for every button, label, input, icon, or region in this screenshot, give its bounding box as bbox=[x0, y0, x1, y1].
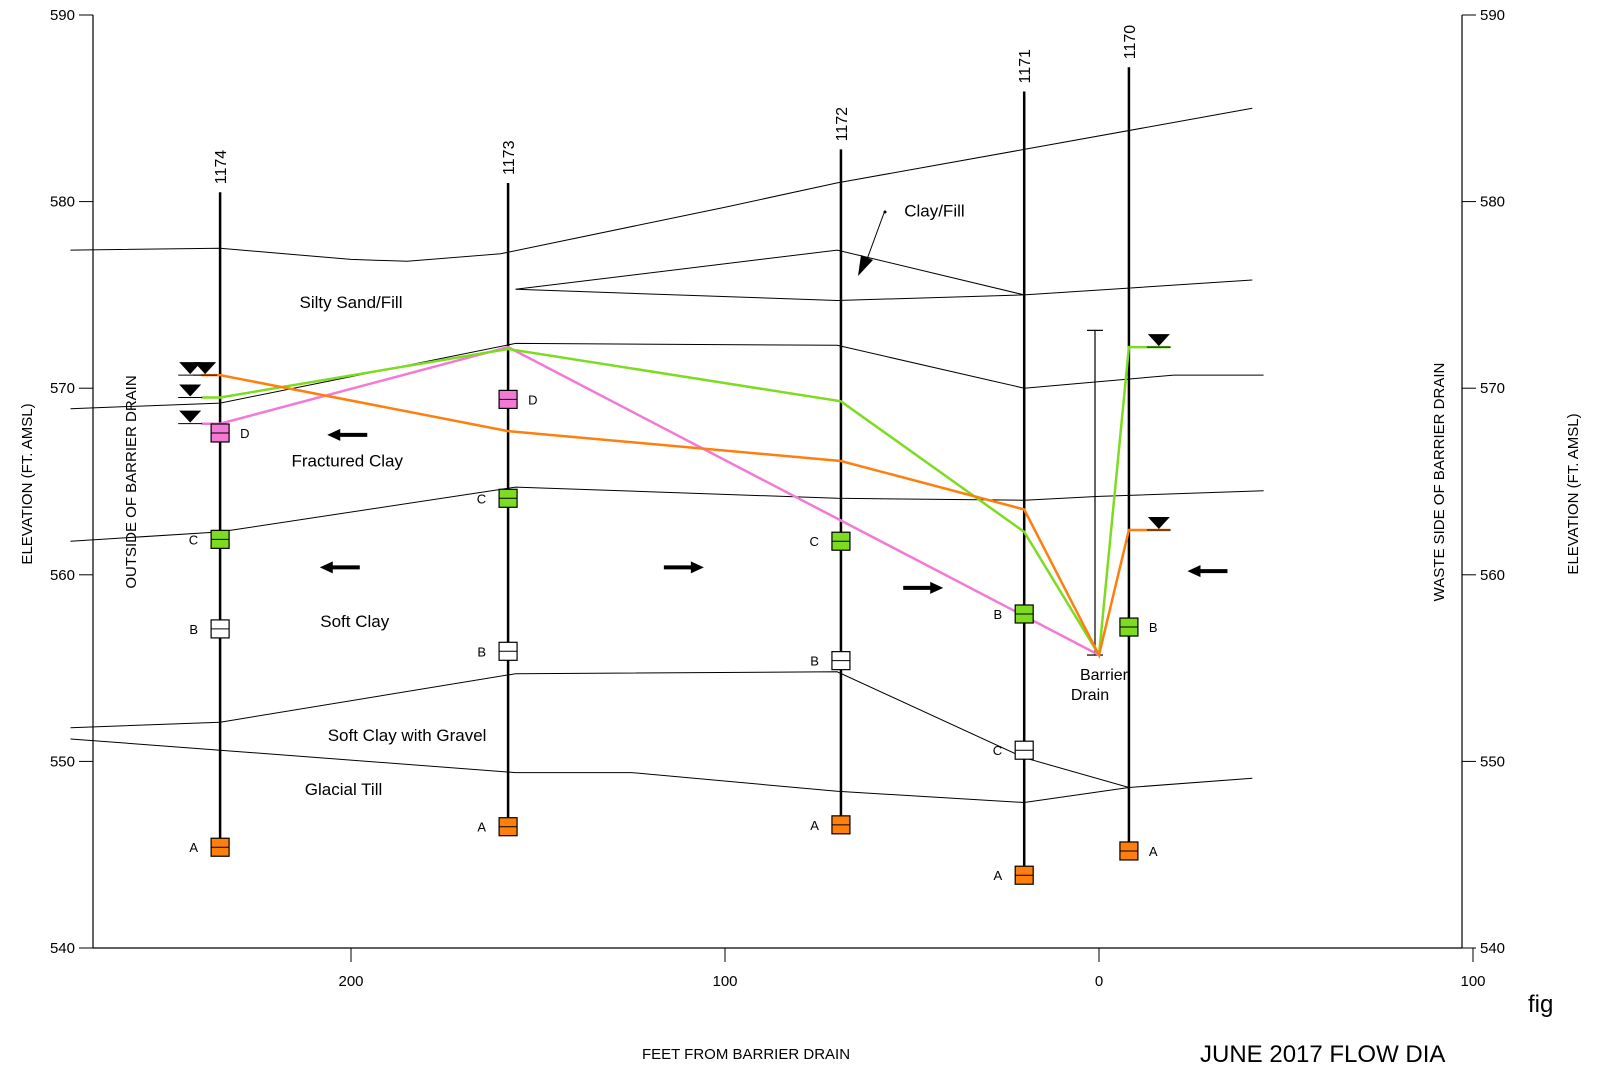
screen-label-1174-D: D bbox=[240, 426, 249, 441]
water-level-line-1 bbox=[201, 345, 1171, 659]
water-level-triangle-4 bbox=[1147, 334, 1170, 347]
water-level-line-0 bbox=[201, 345, 1100, 657]
y-tick-label-left: 580 bbox=[50, 194, 75, 211]
y-axis-title-right: ELEVATION (FT. AMSL) bbox=[1565, 413, 1582, 574]
flow-arrow-head-2 bbox=[690, 561, 704, 574]
figure-title: JUNE 2017 FLOW DIA bbox=[1200, 1041, 1445, 1065]
layer-label: Clay/Fill bbox=[904, 202, 964, 221]
layer-label: Soft Clay bbox=[320, 612, 389, 631]
well-id-label-1172: 1172 bbox=[834, 107, 851, 142]
water-level-triangle-2 bbox=[194, 362, 217, 375]
screen-label-1173-C: C bbox=[477, 491, 486, 506]
well-id-label-1171: 1171 bbox=[1017, 49, 1034, 84]
barrier-drain-label-line1: Barrier bbox=[1080, 667, 1129, 684]
x-tick-label: 0 bbox=[1095, 973, 1103, 990]
y-tick-label-left: 560 bbox=[50, 567, 75, 584]
screen-label-1174-A: A bbox=[189, 840, 198, 855]
y-tick-label-right: 570 bbox=[1480, 380, 1505, 397]
layer-boundary-gravel-bottom bbox=[70, 738, 1129, 804]
waste-side-label: WASTE SIDE OF BARRIER DRAIN bbox=[1431, 363, 1448, 602]
screen-label-1173-A: A bbox=[477, 820, 486, 835]
clay-fill-leader bbox=[865, 212, 885, 263]
layer-label: Fractured Clay bbox=[292, 452, 404, 471]
water-level-triangle-5 bbox=[1147, 517, 1170, 530]
plot-axes bbox=[92, 15, 1463, 949]
x-axis-title: FEET FROM BARRIER DRAIN bbox=[642, 1046, 850, 1063]
water-level-triangle-3 bbox=[179, 410, 202, 423]
axis-ticks: 590 590 580 580 570 570 560 560 550 550 540 540 200 1… bbox=[50, 7, 1505, 990]
screen-label-1174-C: C bbox=[189, 532, 198, 547]
flow-arrows bbox=[319, 428, 1228, 594]
layer-boundary-clay-fill-bottom bbox=[515, 288, 1025, 302]
screen-label-1171-A: A bbox=[994, 868, 1003, 883]
layer-boundary-fractured-clay-bottom bbox=[70, 486, 1264, 542]
layer-label: Soft Clay with Gravel bbox=[328, 726, 487, 745]
layer-boundary-silty-sand-bottom bbox=[70, 342, 1264, 410]
y-tick-label-left: 590 bbox=[50, 7, 75, 24]
clay-fill-leader-dot bbox=[883, 210, 887, 214]
screen-label-1170-A: A bbox=[1149, 844, 1158, 859]
x-tick-label: 200 bbox=[338, 973, 363, 990]
layer-labels: Silty Sand/Fill Fractured Clay Soft Clay So… bbox=[292, 202, 965, 799]
outside-side-label: OUTSIDE OF BARRIER DRAIN bbox=[123, 375, 140, 588]
y-axis-title-left: ELEVATION (FT. AMSL) bbox=[19, 403, 36, 564]
y-tick-label-right: 580 bbox=[1480, 194, 1505, 211]
flow-arrow-head-4 bbox=[1187, 565, 1201, 578]
screen-label-1174-B: B bbox=[189, 622, 198, 637]
water-level-triangle-1 bbox=[179, 384, 202, 397]
well-id-label-1174: 1174 bbox=[213, 150, 230, 185]
layer-label: Silty Sand/Fill bbox=[300, 293, 403, 312]
screen-label-1172-A: A bbox=[810, 818, 819, 833]
screen-label-1172-C: C bbox=[810, 534, 819, 549]
flow-arrow-head-1 bbox=[319, 561, 333, 574]
well-id-label-1170: 1170 bbox=[1122, 25, 1139, 60]
screen-label-1170-B: B bbox=[1149, 620, 1158, 635]
flow-arrow-head-3 bbox=[930, 581, 944, 594]
layer-boundary-clay-fill-top bbox=[515, 249, 1253, 296]
screen-label-1171-C: C bbox=[993, 743, 1002, 758]
water-level-markers bbox=[178, 334, 1171, 531]
y-tick-label-right: 550 bbox=[1480, 753, 1505, 770]
y-tick-label-right: 540 bbox=[1480, 940, 1505, 957]
well-screens: D C B A D C B A C B A B C A B A bbox=[189, 389, 1158, 885]
y-tick-label-left: 570 bbox=[50, 380, 75, 397]
barrier-drain-label-line2: Drain bbox=[1071, 687, 1109, 704]
x-tick-label: 100 bbox=[712, 973, 737, 990]
y-tick-label-right: 590 bbox=[1480, 7, 1505, 24]
figure-caption: fig bbox=[1528, 991, 1553, 1018]
water-level-line-2 bbox=[201, 373, 1171, 659]
layer-boundary-ground-surface bbox=[70, 107, 1253, 262]
y-tick-label-left: 550 bbox=[50, 753, 75, 770]
water-level-triangle-0 bbox=[179, 362, 202, 375]
x-tick-label: 100 bbox=[1460, 973, 1485, 990]
y-tick-label-right: 560 bbox=[1480, 567, 1505, 584]
layer-label: Glacial Till bbox=[305, 780, 382, 799]
flow-arrow-head-0 bbox=[327, 428, 341, 441]
screen-label-1173-B: B bbox=[477, 644, 486, 659]
screen-label-1172-B: B bbox=[810, 654, 819, 669]
well-id-label-1173: 1173 bbox=[501, 140, 518, 175]
clay-fill-leader-head bbox=[858, 255, 873, 276]
barrier-drain bbox=[1087, 329, 1103, 656]
screen-label-1171-B: B bbox=[994, 607, 1003, 622]
screen-label-1173-D: D bbox=[528, 392, 537, 407]
y-tick-label-left: 540 bbox=[50, 940, 75, 957]
